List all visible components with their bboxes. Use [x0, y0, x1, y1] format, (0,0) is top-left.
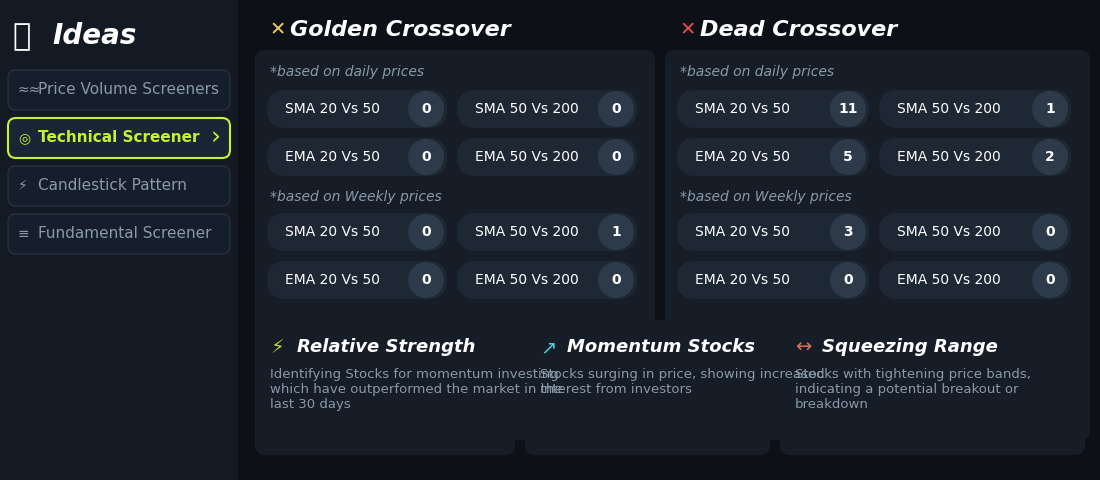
Text: Momentum Stocks: Momentum Stocks — [566, 338, 755, 356]
Text: Stocks with tightening price bands,
indicating a potential breakout or
breakdown: Stocks with tightening price bands, indi… — [795, 368, 1031, 411]
Text: Relative Strength: Relative Strength — [297, 338, 475, 356]
Text: SMA 50 Vs 200: SMA 50 Vs 200 — [896, 225, 1001, 239]
FancyBboxPatch shape — [676, 90, 869, 128]
Circle shape — [408, 139, 444, 175]
FancyBboxPatch shape — [525, 320, 770, 455]
Text: EMA 50 Vs 200: EMA 50 Vs 200 — [475, 150, 579, 164]
Text: 0: 0 — [612, 273, 620, 287]
Text: 3: 3 — [844, 225, 852, 239]
Text: 0: 0 — [421, 225, 431, 239]
Text: Dead Crossover: Dead Crossover — [700, 20, 898, 40]
Text: Golden Crossover: Golden Crossover — [290, 20, 510, 40]
Circle shape — [598, 91, 634, 127]
Text: EMA 20 Vs 50: EMA 20 Vs 50 — [285, 273, 380, 287]
Circle shape — [830, 214, 866, 250]
Circle shape — [408, 214, 444, 250]
FancyBboxPatch shape — [255, 50, 654, 440]
Text: *based on Weekly prices: *based on Weekly prices — [680, 190, 851, 204]
Text: EMA 50 Vs 200: EMA 50 Vs 200 — [896, 150, 1001, 164]
Text: *based on daily prices: *based on daily prices — [270, 65, 425, 79]
Circle shape — [1032, 139, 1068, 175]
Circle shape — [598, 262, 634, 298]
Text: 0: 0 — [612, 150, 620, 164]
Circle shape — [1032, 262, 1068, 298]
Text: Candlestick Pattern: Candlestick Pattern — [39, 179, 187, 193]
Text: Ideas: Ideas — [52, 22, 136, 50]
Circle shape — [598, 214, 634, 250]
Text: Technical Screener: Technical Screener — [39, 131, 199, 145]
Text: SMA 20 Vs 50: SMA 20 Vs 50 — [695, 102, 790, 116]
Text: ✕: ✕ — [680, 20, 696, 39]
Text: EMA 20 Vs 50: EMA 20 Vs 50 — [695, 273, 790, 287]
Text: ◎: ◎ — [18, 131, 30, 145]
Text: Squeezing Range: Squeezing Range — [822, 338, 998, 356]
FancyBboxPatch shape — [267, 213, 447, 251]
Text: SMA 20 Vs 50: SMA 20 Vs 50 — [285, 102, 380, 116]
Text: ⚡: ⚡ — [18, 179, 28, 193]
Text: 11: 11 — [838, 102, 858, 116]
FancyBboxPatch shape — [676, 138, 869, 176]
FancyBboxPatch shape — [267, 261, 447, 299]
FancyBboxPatch shape — [676, 261, 869, 299]
Text: 2: 2 — [1045, 150, 1055, 164]
FancyBboxPatch shape — [8, 166, 230, 206]
FancyBboxPatch shape — [676, 213, 869, 251]
Circle shape — [408, 262, 444, 298]
FancyBboxPatch shape — [8, 214, 230, 254]
Text: ≈≈: ≈≈ — [18, 83, 42, 97]
Text: SMA 50 Vs 200: SMA 50 Vs 200 — [475, 102, 579, 116]
Circle shape — [830, 262, 866, 298]
FancyBboxPatch shape — [456, 138, 637, 176]
Text: Price Volume Screeners: Price Volume Screeners — [39, 83, 219, 97]
Circle shape — [1032, 214, 1068, 250]
FancyBboxPatch shape — [879, 213, 1071, 251]
Text: ⚡: ⚡ — [270, 338, 284, 357]
Text: ↔: ↔ — [795, 338, 812, 357]
Text: 5: 5 — [843, 150, 852, 164]
Circle shape — [408, 91, 444, 127]
Text: SMA 50 Vs 200: SMA 50 Vs 200 — [475, 225, 579, 239]
FancyBboxPatch shape — [456, 213, 637, 251]
FancyBboxPatch shape — [267, 90, 447, 128]
Text: *based on Weekly prices: *based on Weekly prices — [270, 190, 442, 204]
Text: SMA 20 Vs 50: SMA 20 Vs 50 — [285, 225, 380, 239]
FancyBboxPatch shape — [456, 261, 637, 299]
Text: 💡: 💡 — [12, 22, 31, 51]
Circle shape — [830, 91, 866, 127]
Text: Fundamental Screener: Fundamental Screener — [39, 227, 211, 241]
Circle shape — [830, 139, 866, 175]
Circle shape — [1032, 91, 1068, 127]
Text: 1: 1 — [1045, 102, 1055, 116]
Text: 0: 0 — [612, 102, 620, 116]
FancyBboxPatch shape — [8, 118, 230, 158]
Text: ✕: ✕ — [270, 20, 286, 39]
Text: 0: 0 — [1045, 225, 1055, 239]
FancyBboxPatch shape — [456, 90, 637, 128]
Text: 1: 1 — [612, 225, 620, 239]
Text: SMA 20 Vs 50: SMA 20 Vs 50 — [695, 225, 790, 239]
Text: Stocks surging in price, showing increased
interest from investors: Stocks surging in price, showing increas… — [540, 368, 825, 396]
FancyBboxPatch shape — [666, 50, 1090, 440]
Circle shape — [598, 139, 634, 175]
Text: EMA 20 Vs 50: EMA 20 Vs 50 — [285, 150, 380, 164]
FancyBboxPatch shape — [255, 320, 515, 455]
Text: 0: 0 — [1045, 273, 1055, 287]
Text: EMA 20 Vs 50: EMA 20 Vs 50 — [695, 150, 790, 164]
FancyBboxPatch shape — [780, 320, 1085, 455]
Text: Identifying Stocks for momentum investing
which have outperformed the market in : Identifying Stocks for momentum investin… — [270, 368, 562, 411]
FancyBboxPatch shape — [0, 0, 238, 480]
Text: *based on daily prices: *based on daily prices — [680, 65, 834, 79]
Text: 0: 0 — [844, 273, 852, 287]
FancyBboxPatch shape — [8, 70, 230, 110]
FancyBboxPatch shape — [879, 261, 1071, 299]
Text: 0: 0 — [421, 150, 431, 164]
Text: EMA 50 Vs 200: EMA 50 Vs 200 — [475, 273, 579, 287]
Text: 0: 0 — [421, 102, 431, 116]
FancyBboxPatch shape — [879, 138, 1071, 176]
FancyBboxPatch shape — [267, 138, 447, 176]
Text: ›: › — [211, 126, 221, 150]
Text: SMA 50 Vs 200: SMA 50 Vs 200 — [896, 102, 1001, 116]
FancyBboxPatch shape — [879, 90, 1071, 128]
Text: EMA 50 Vs 200: EMA 50 Vs 200 — [896, 273, 1001, 287]
